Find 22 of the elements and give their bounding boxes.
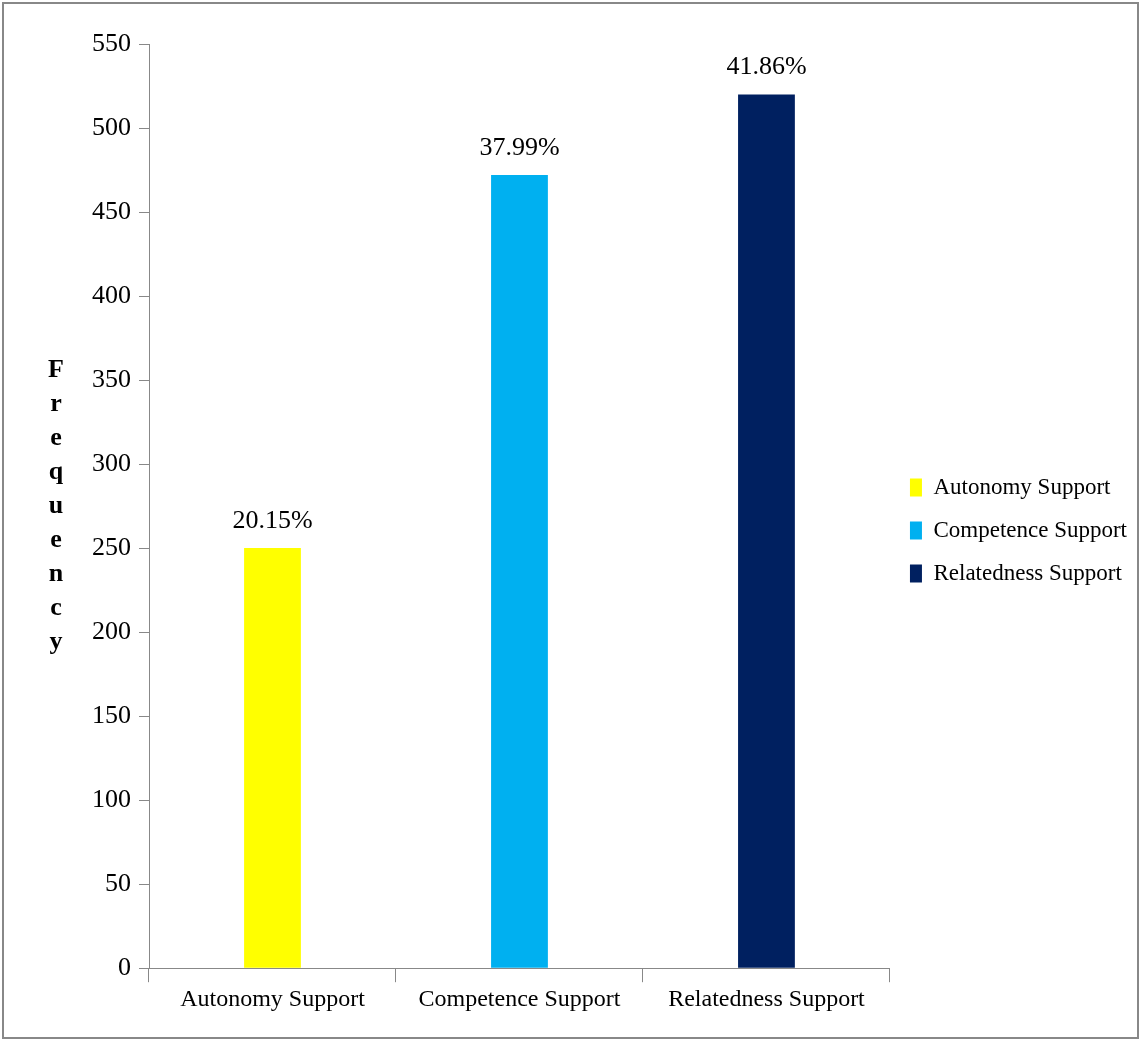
y-tick-label: 50 — [105, 868, 131, 898]
x-tick-label: Relatedness Support — [668, 984, 866, 1011]
legend-label: Relatedness Support — [933, 559, 1123, 585]
legend-label: Competence Support — [933, 516, 1128, 542]
y-tick-label: 550 — [92, 27, 131, 57]
y-tick-label: 100 — [92, 783, 131, 813]
x-tick-label: Autonomy Support — [180, 984, 366, 1011]
y-tick-label: 150 — [92, 699, 131, 729]
y-tick-label: 350 — [92, 363, 131, 393]
y-tick-label: 500 — [92, 111, 131, 141]
y-tick-label: 0 — [118, 952, 131, 982]
annotation: 20.15% — [232, 504, 313, 534]
annotation: 41.86% — [726, 51, 807, 81]
y-tick-label: 250 — [92, 531, 131, 561]
y-tick-label: 400 — [92, 279, 131, 309]
y-tick-label: 300 — [92, 447, 131, 477]
legend-label: Autonomy Support — [933, 473, 1112, 499]
x-tick-label: Competence Support — [418, 984, 621, 1011]
annotation: 37.99% — [479, 131, 560, 161]
y-tick-label: 450 — [92, 195, 131, 225]
y-tick-label: 200 — [92, 615, 131, 645]
text: Frequency — [48, 353, 64, 655]
